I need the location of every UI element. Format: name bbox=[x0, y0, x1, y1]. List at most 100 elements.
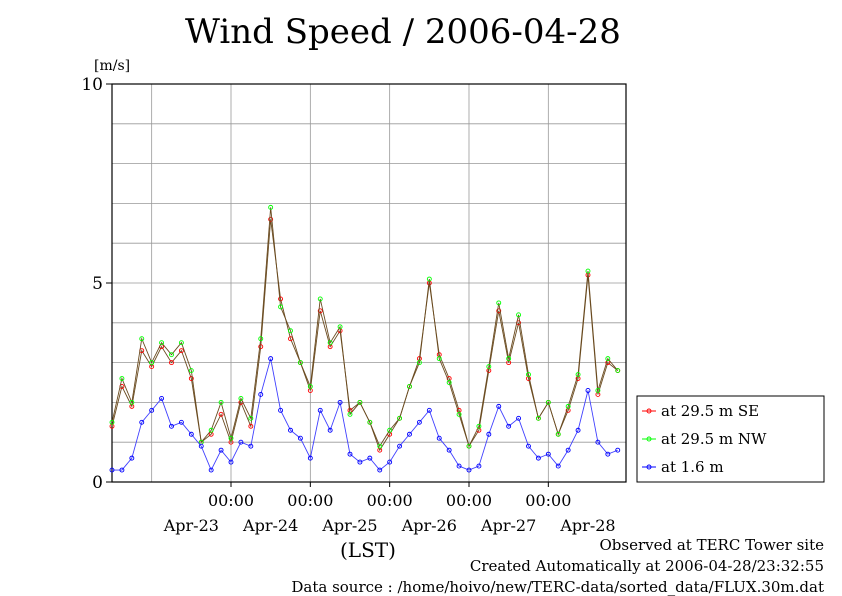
data-point bbox=[218, 447, 224, 453]
data-point bbox=[337, 324, 343, 330]
data-point bbox=[357, 399, 363, 405]
data-point bbox=[218, 411, 224, 417]
x-time-tick-label: 00:00 bbox=[208, 491, 254, 510]
x-date-label: Apr-24 bbox=[242, 516, 298, 535]
data-point bbox=[605, 356, 611, 362]
data-point bbox=[407, 384, 412, 389]
data-point bbox=[208, 467, 214, 473]
x-time-tick-label: 00:00 bbox=[287, 491, 333, 510]
data-point bbox=[506, 356, 512, 362]
legend-box bbox=[636, 395, 825, 483]
legend-swatch-marker bbox=[646, 408, 652, 414]
data-point bbox=[367, 455, 373, 461]
data-point bbox=[327, 427, 333, 433]
data-point bbox=[198, 443, 204, 449]
data-point bbox=[169, 360, 174, 366]
legend-swatch-marker bbox=[646, 464, 652, 470]
data-point bbox=[545, 399, 551, 405]
data-point bbox=[367, 419, 373, 425]
data-point bbox=[317, 296, 323, 302]
data-point bbox=[268, 204, 274, 210]
data-point bbox=[436, 435, 442, 441]
data-point bbox=[377, 443, 383, 449]
data-point bbox=[208, 427, 214, 433]
series-line bbox=[111, 219, 619, 452]
data-point bbox=[516, 415, 522, 421]
observed-note: Observed at TERC Tower site bbox=[599, 536, 824, 554]
data-point bbox=[347, 411, 353, 417]
data-point bbox=[119, 376, 125, 381]
chart-title: Wind Speed / 2006-04-28 bbox=[185, 12, 621, 52]
data-point bbox=[585, 388, 591, 393]
x-date-label: Apr-26 bbox=[401, 516, 457, 535]
data-point bbox=[258, 391, 264, 397]
data-point bbox=[178, 348, 184, 354]
data-point bbox=[506, 423, 512, 429]
data-point bbox=[476, 463, 482, 469]
data-point bbox=[595, 388, 601, 393]
legend-label: at 29.5 m SE bbox=[661, 402, 759, 420]
data-point bbox=[169, 423, 174, 429]
y-axis-label: [m/s] bbox=[94, 58, 131, 74]
data-point bbox=[565, 403, 571, 409]
data-point bbox=[238, 439, 244, 445]
data-point bbox=[387, 459, 393, 465]
data-point bbox=[456, 463, 462, 469]
data-point bbox=[278, 296, 284, 302]
data-point bbox=[526, 443, 531, 449]
data-point bbox=[407, 431, 412, 437]
data-point bbox=[218, 399, 224, 405]
x-date-label: Apr-27 bbox=[480, 516, 536, 535]
legend-label: at 1.6 m bbox=[661, 458, 724, 476]
data-point bbox=[496, 308, 502, 314]
data-point bbox=[327, 340, 333, 346]
data-point bbox=[119, 467, 125, 473]
data-point bbox=[248, 423, 254, 429]
data-point bbox=[387, 427, 393, 433]
data-point bbox=[159, 395, 165, 401]
data-point bbox=[159, 340, 165, 346]
legend-swatch-marker bbox=[646, 436, 652, 442]
data-point bbox=[258, 344, 264, 350]
data-point bbox=[436, 356, 442, 362]
source-note: Data source : /home/hoivo/new/TERC-data/… bbox=[291, 578, 824, 596]
data-point bbox=[307, 384, 313, 389]
data-point bbox=[248, 443, 254, 449]
series-line bbox=[111, 207, 619, 448]
x-date-label: Apr-28 bbox=[559, 516, 615, 535]
y-tick-label: 10 bbox=[81, 75, 103, 95]
data-point bbox=[248, 415, 254, 421]
data-point bbox=[149, 407, 155, 413]
data-point bbox=[486, 364, 492, 370]
data-point bbox=[535, 455, 541, 461]
x-axis-label: (LST) bbox=[340, 538, 396, 562]
data-point bbox=[416, 360, 422, 366]
data-point bbox=[605, 451, 611, 457]
data-point bbox=[476, 423, 482, 429]
data-point bbox=[397, 443, 403, 449]
data-point bbox=[149, 360, 155, 366]
data-point bbox=[595, 439, 601, 445]
data-point bbox=[446, 447, 452, 453]
data-point bbox=[535, 415, 541, 421]
data-point bbox=[565, 447, 571, 453]
data-point bbox=[288, 328, 293, 334]
data-point bbox=[317, 308, 323, 314]
data-point bbox=[268, 356, 274, 362]
data-point bbox=[228, 459, 234, 465]
legend-label: at 29.5 m NW bbox=[661, 430, 767, 448]
data-point bbox=[139, 419, 145, 425]
data-point bbox=[466, 443, 472, 449]
data-point bbox=[575, 427, 581, 433]
data-point bbox=[268, 216, 274, 222]
data-point bbox=[188, 431, 194, 437]
data-point bbox=[188, 368, 194, 374]
x-time-tick-label: 00:00 bbox=[525, 491, 571, 510]
data-point bbox=[466, 467, 472, 473]
data-point bbox=[228, 435, 234, 441]
data-point bbox=[337, 399, 343, 405]
data-point bbox=[426, 407, 432, 413]
x-date-label: Apr-25 bbox=[321, 516, 377, 535]
data-point bbox=[496, 403, 502, 409]
data-point bbox=[575, 372, 581, 377]
